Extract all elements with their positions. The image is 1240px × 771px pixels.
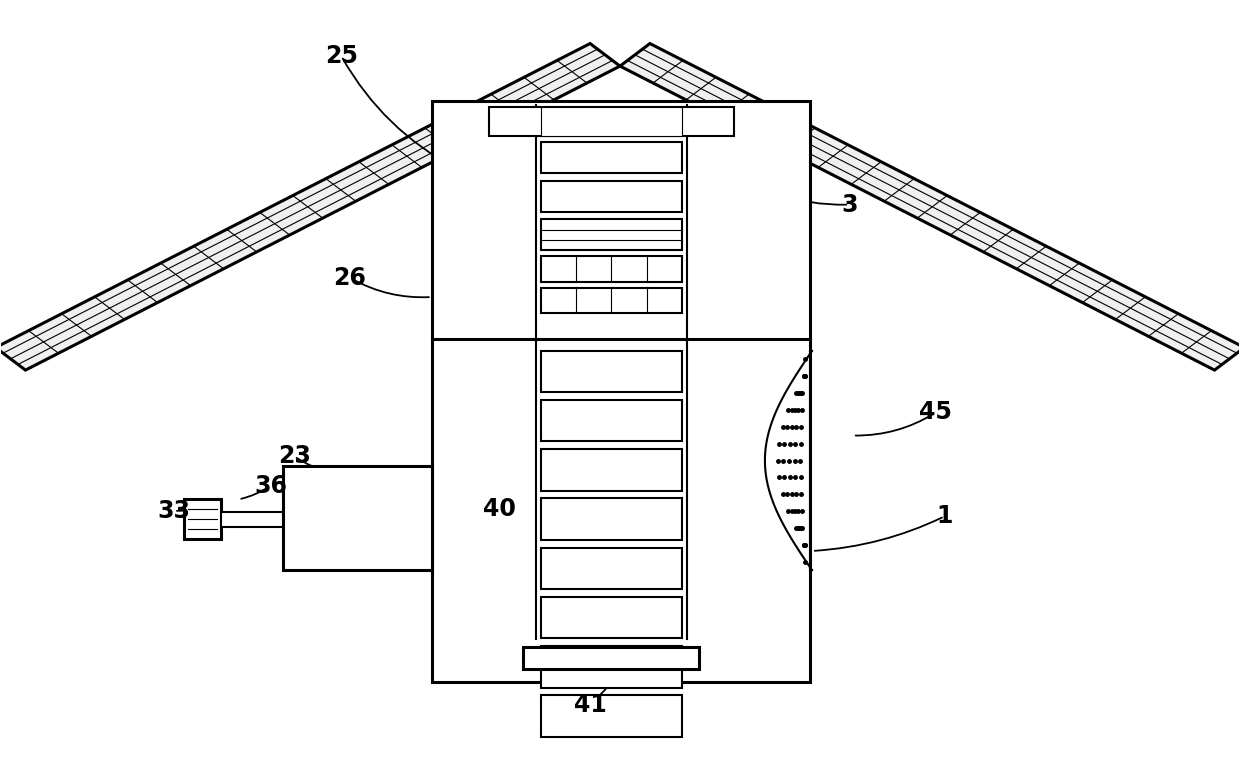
Text: 41: 41	[574, 693, 606, 717]
Bar	[489, 107, 734, 136]
Bar	[184, 500, 221, 540]
Bar	[221, 512, 283, 527]
Bar	[541, 288, 682, 313]
Bar	[435, 103, 537, 337]
Polygon shape	[0, 43, 620, 370]
Bar	[541, 449, 682, 490]
Text: 23: 23	[278, 444, 311, 468]
Text: 1: 1	[936, 504, 952, 528]
Text: 26: 26	[334, 266, 367, 290]
Bar	[541, 695, 682, 737]
Bar	[523, 647, 699, 668]
Bar	[541, 107, 682, 136]
Bar	[541, 256, 682, 281]
Text: 33: 33	[157, 499, 191, 523]
Bar	[541, 180, 682, 211]
Text: 40: 40	[484, 497, 516, 520]
Bar	[541, 498, 682, 540]
Bar	[432, 101, 810, 682]
Bar	[541, 646, 682, 688]
Bar	[541, 597, 682, 638]
Bar	[541, 351, 682, 392]
Bar	[689, 103, 806, 337]
Bar	[541, 143, 682, 173]
Text: 45: 45	[919, 400, 952, 425]
Text: 3: 3	[841, 193, 857, 217]
Bar	[541, 400, 682, 441]
Text: 36: 36	[254, 473, 288, 497]
Bar	[283, 466, 432, 571]
Bar	[541, 219, 682, 250]
Polygon shape	[620, 43, 1240, 370]
Text: 25: 25	[325, 44, 358, 68]
Bar	[541, 547, 682, 589]
